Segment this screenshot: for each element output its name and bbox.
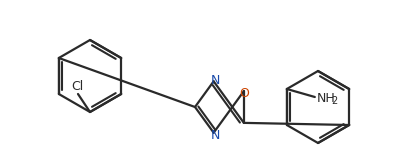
- Text: N: N: [211, 129, 220, 142]
- Text: N: N: [211, 74, 220, 87]
- Text: 2: 2: [331, 96, 337, 106]
- Text: Cl: Cl: [71, 80, 83, 93]
- Text: NH: NH: [317, 93, 336, 106]
- Text: O: O: [239, 87, 249, 100]
